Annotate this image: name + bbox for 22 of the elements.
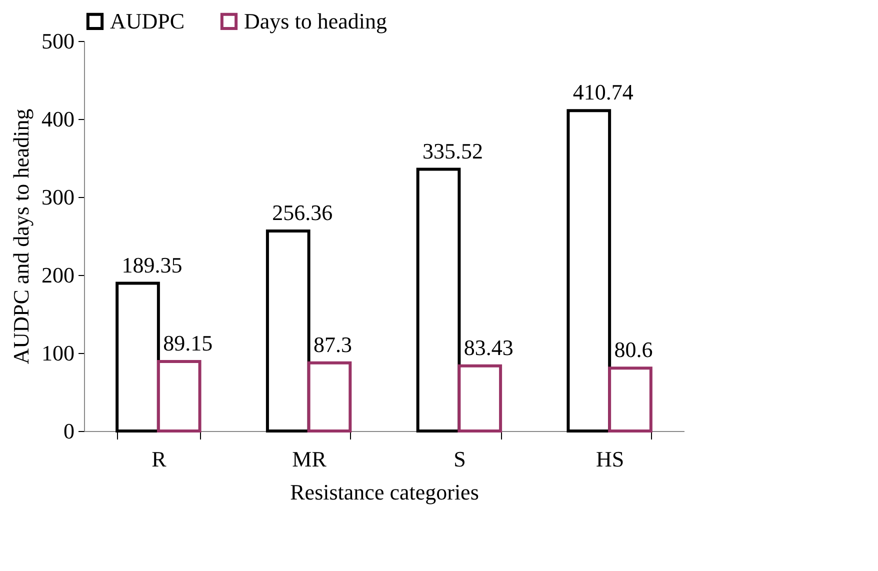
y-tick-label: 300 (42, 184, 74, 210)
y-tick-label: 500 (42, 28, 74, 54)
data-label: 83.43 (464, 334, 514, 360)
y-tick-label: 200 (42, 262, 74, 288)
x-tick-label: MR (292, 446, 327, 472)
data-label: 87.3 (313, 332, 352, 357)
y-axis-title: AUDPC and days to heading (8, 108, 34, 364)
y-tick-label: 0 (64, 418, 74, 444)
data-label: 80.6 (614, 337, 653, 362)
x-tick-label: R (152, 446, 167, 472)
data-label: 410.74 (572, 80, 634, 105)
x-tick-label: HS (596, 446, 624, 472)
data-label: 189.35 (122, 252, 182, 278)
data-label: 256.36 (272, 200, 333, 226)
y-tick-label: 400 (42, 106, 74, 132)
data-label: 89.15 (163, 330, 213, 356)
data-label: 335.52 (422, 138, 484, 164)
x-tick-label: S (454, 446, 466, 472)
legend-label: AUDPC (110, 8, 185, 34)
legend-label: Days to heading (244, 8, 387, 34)
x-axis-title: Resistance categories (290, 480, 479, 504)
y-tick-label: 100 (42, 340, 74, 366)
